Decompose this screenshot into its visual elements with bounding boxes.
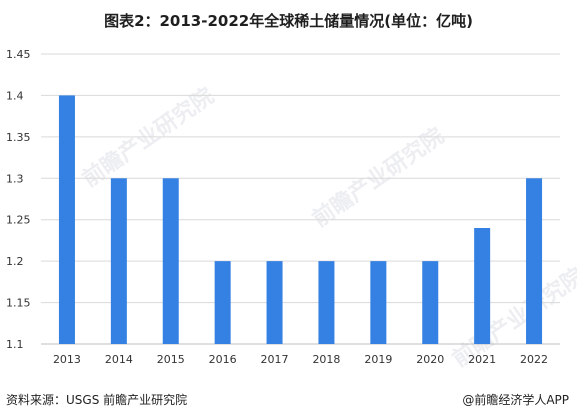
x-tick-label: 2022 <box>520 353 548 366</box>
x-tick-label: 2017 <box>261 353 289 366</box>
bar-2018 <box>318 261 335 344</box>
bar-2015 <box>162 178 179 344</box>
y-tick-label: 1.3 <box>6 172 24 185</box>
x-tick-label: 2014 <box>105 353 133 366</box>
bar-2022 <box>526 178 543 344</box>
bar-2014 <box>110 178 127 344</box>
bar-2013 <box>58 95 75 344</box>
bar-2020 <box>422 261 439 344</box>
y-tick-label: 1.25 <box>6 214 31 227</box>
x-tick-label: 2015 <box>157 353 185 366</box>
bar-2016 <box>214 261 231 344</box>
y-tick-label: 1.15 <box>6 297 31 310</box>
y-tick-label: 1.45 <box>6 48 31 61</box>
x-tick-label: 2018 <box>312 353 340 366</box>
y-tick-label: 1.1 <box>6 338 24 351</box>
chart-title: 图表2：2013-2022年全球稀土储量情况(单位：亿吨) <box>104 12 473 30</box>
bar-2019 <box>370 261 387 344</box>
bar-2017 <box>266 261 283 344</box>
x-tick-label: 2016 <box>209 353 237 366</box>
source-note: 资料来源：USGS 前瞻产业研究院 <box>6 393 188 407</box>
x-tick-label: 2020 <box>416 353 444 366</box>
y-tick-label: 1.35 <box>6 131 31 144</box>
bar-2021 <box>474 228 491 344</box>
x-tick-label: 2013 <box>53 353 81 366</box>
y-tick-label: 1.4 <box>6 89 24 102</box>
credit-note: @前瞻经济学人APP <box>462 393 569 407</box>
y-tick-label: 1.2 <box>6 255 24 268</box>
x-tick-label: 2019 <box>364 353 392 366</box>
x-tick-label: 2021 <box>468 353 496 366</box>
